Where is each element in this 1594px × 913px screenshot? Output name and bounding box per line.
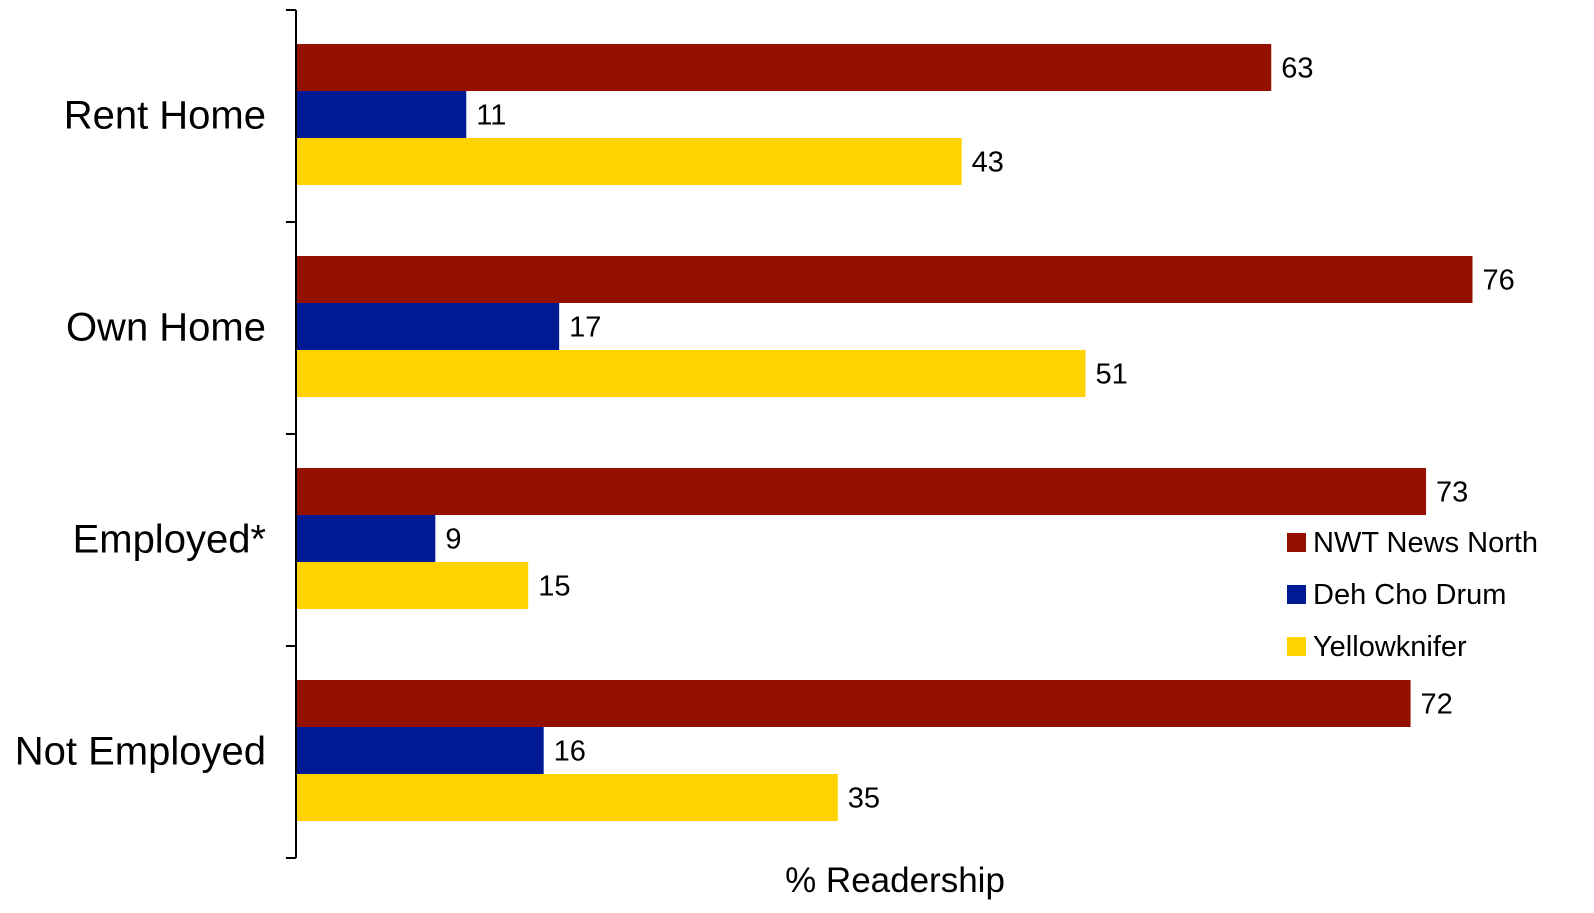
x-axis-title: % Readership	[785, 861, 1005, 900]
value-label-rent-home-yellowknifer: 43	[972, 147, 1004, 179]
bars-layer	[296, 44, 1473, 821]
bar-rent-home-nwt-news-north	[296, 44, 1272, 91]
bar-own-home-deh-cho-drum	[296, 303, 560, 350]
bar-employed-yellowknifer	[296, 562, 529, 609]
bar-not-employed-deh-cho-drum	[296, 727, 544, 774]
value-label-employed-deh-cho-drum: 9	[445, 524, 461, 556]
value-label-rent-home-nwt-news-north: 63	[1281, 53, 1313, 85]
value-label-own-home-deh-cho-drum: 17	[569, 312, 601, 344]
category-labels-layer: Rent Home Own Home Employed* Not Employed	[15, 94, 266, 774]
value-label-rent-home-deh-cho-drum: 11	[476, 100, 506, 132]
bar-employed-deh-cho-drum	[296, 515, 436, 562]
value-label-employed-yellowknifer: 15	[538, 571, 570, 603]
value-label-not-employed-deh-cho-drum: 16	[554, 736, 586, 768]
legend: NWT News North Deh Cho Drum Yellowknifer	[1287, 527, 1538, 663]
bar-not-employed-yellowknifer	[296, 774, 838, 821]
legend-label-deh-cho-drum: Deh Cho Drum	[1313, 579, 1506, 611]
y-axis	[286, 9, 297, 859]
legend-swatch-yellowknifer	[1287, 637, 1306, 656]
legend-swatch-deh-cho-drum	[1287, 585, 1306, 604]
value-label-not-employed-yellowknifer: 35	[848, 783, 880, 815]
bar-employed-nwt-news-north	[296, 468, 1427, 515]
category-label-employed: Employed*	[73, 518, 266, 562]
bar-own-home-yellowknifer	[296, 350, 1086, 397]
legend-swatch-nwt-news-north	[1287, 533, 1306, 552]
bar-own-home-nwt-news-north	[296, 256, 1473, 303]
legend-label-nwt-news-north: NWT News North	[1313, 527, 1538, 559]
value-label-own-home-nwt-news-north: 76	[1482, 265, 1514, 297]
bar-rent-home-deh-cho-drum	[296, 91, 467, 138]
category-label-not-employed: Not Employed	[15, 730, 266, 774]
category-label-own-home: Own Home	[66, 306, 266, 350]
value-label-own-home-yellowknifer: 51	[1095, 359, 1127, 391]
bar-rent-home-yellowknifer	[296, 138, 962, 185]
value-label-employed-nwt-news-north: 73	[1436, 477, 1468, 509]
value-label-not-employed-nwt-news-north: 72	[1421, 689, 1453, 721]
category-label-rent-home: Rent Home	[64, 94, 266, 138]
value-labels-layer: 63 11 43 76 17 51 73 9 15 72 16 35	[445, 53, 1514, 815]
legend-label-yellowknifer: Yellowknifer	[1313, 631, 1467, 663]
bar-not-employed-nwt-news-north	[296, 680, 1411, 727]
